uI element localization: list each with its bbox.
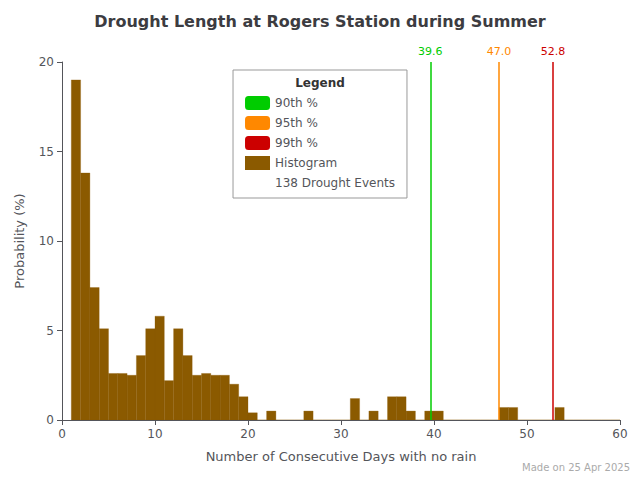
- svg-text:Legend: Legend: [295, 76, 345, 90]
- svg-text:95th %: 95th %: [275, 116, 318, 130]
- svg-text:0: 0: [58, 427, 66, 441]
- svg-text:47.0: 47.0: [487, 45, 512, 58]
- svg-text:20: 20: [240, 427, 255, 441]
- svg-text:40: 40: [426, 427, 441, 441]
- svg-text:5: 5: [46, 324, 54, 338]
- svg-text:50: 50: [519, 427, 534, 441]
- svg-text:30: 30: [333, 427, 348, 441]
- svg-text:99th %: 99th %: [275, 136, 318, 150]
- svg-text:10: 10: [147, 427, 162, 441]
- svg-text:Made on 25 Apr 2025: Made on 25 Apr 2025: [522, 462, 630, 473]
- svg-text:52.8: 52.8: [541, 45, 566, 58]
- svg-text:39.6: 39.6: [418, 45, 443, 58]
- svg-text:Probability (%): Probability (%): [12, 193, 27, 288]
- svg-text:10: 10: [39, 234, 54, 248]
- svg-text:15: 15: [39, 145, 54, 159]
- svg-text:20: 20: [39, 55, 54, 69]
- svg-text:138 Drought Events: 138 Drought Events: [275, 176, 395, 190]
- svg-text:Histogram: Histogram: [275, 156, 337, 170]
- svg-text:90th %: 90th %: [275, 96, 318, 110]
- svg-text:Number of Consecutive Days wit: Number of Consecutive Days with no rain: [206, 449, 477, 464]
- svg-text:0: 0: [46, 413, 54, 427]
- svg-text:60: 60: [612, 427, 627, 441]
- svg-text:Drought Length at Rogers Stati: Drought Length at Rogers Station during …: [94, 12, 546, 31]
